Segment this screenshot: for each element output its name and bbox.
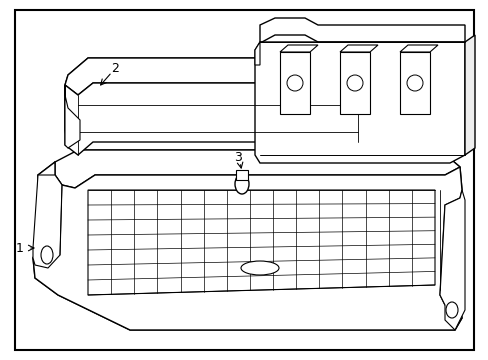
Polygon shape [339, 45, 377, 52]
Ellipse shape [346, 75, 362, 91]
Ellipse shape [241, 261, 279, 275]
Polygon shape [88, 190, 434, 295]
Polygon shape [260, 18, 464, 42]
Ellipse shape [445, 302, 457, 318]
Ellipse shape [286, 75, 303, 91]
Polygon shape [280, 52, 309, 114]
Polygon shape [65, 83, 369, 155]
Polygon shape [65, 58, 369, 95]
Ellipse shape [41, 246, 53, 264]
Text: 3: 3 [234, 150, 242, 163]
Text: 2: 2 [111, 62, 119, 75]
Polygon shape [280, 45, 317, 52]
Polygon shape [33, 175, 62, 268]
Polygon shape [339, 52, 369, 114]
Polygon shape [399, 45, 437, 52]
Polygon shape [55, 150, 459, 188]
Polygon shape [236, 170, 247, 180]
Polygon shape [439, 190, 464, 330]
Polygon shape [65, 85, 80, 148]
Polygon shape [33, 150, 461, 330]
Ellipse shape [235, 174, 248, 194]
Polygon shape [399, 52, 429, 114]
Polygon shape [33, 162, 461, 330]
Text: 4: 4 [393, 36, 401, 49]
Polygon shape [254, 42, 260, 65]
Polygon shape [65, 58, 369, 148]
Ellipse shape [406, 75, 422, 91]
Polygon shape [464, 35, 474, 155]
Polygon shape [254, 42, 464, 163]
Text: 1: 1 [16, 242, 24, 255]
Polygon shape [15, 10, 473, 350]
